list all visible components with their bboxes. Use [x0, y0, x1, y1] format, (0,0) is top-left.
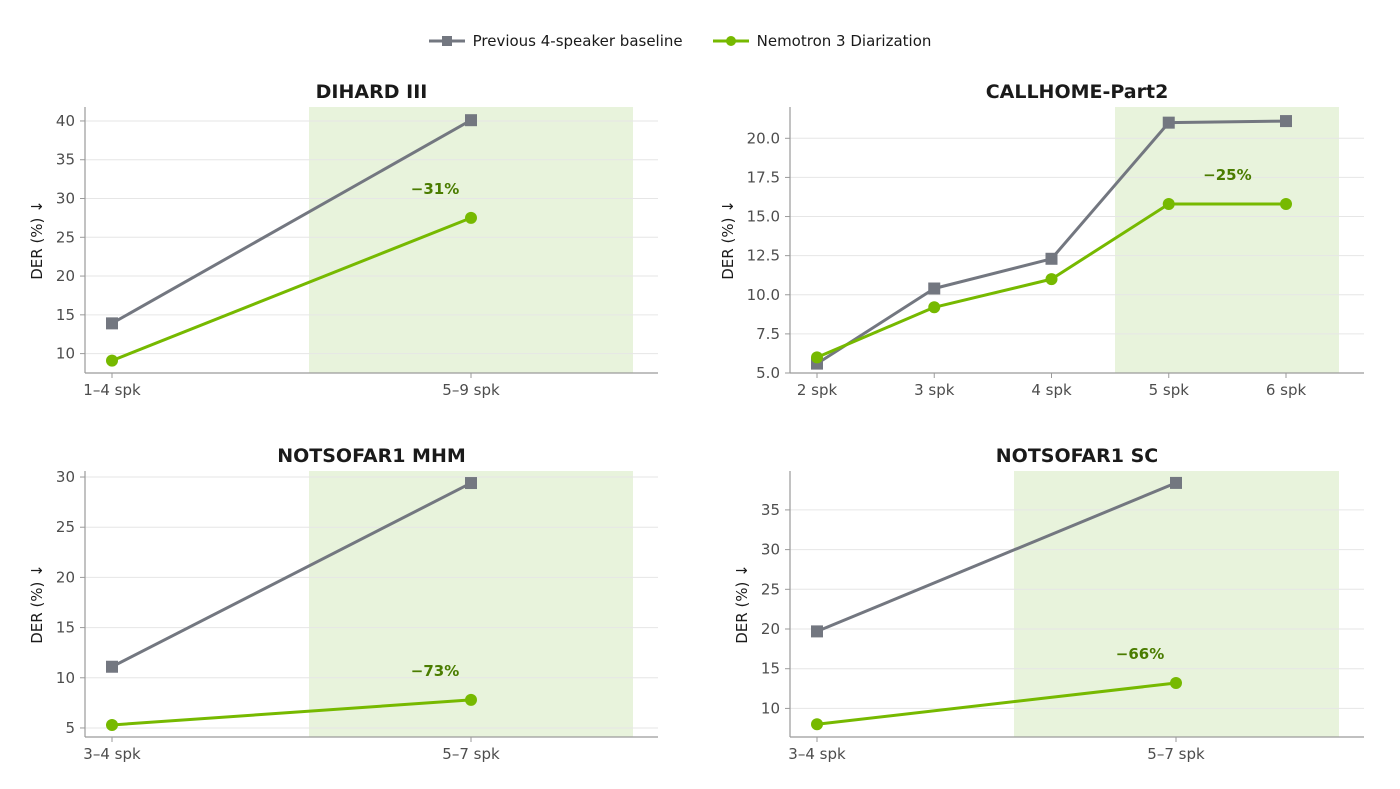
legend-label-baseline: Previous 4-speaker baseline: [472, 32, 683, 50]
chart-title: NOTSOFAR1 SC: [996, 445, 1158, 467]
x-tick-label: 5–7 spk: [442, 745, 500, 763]
nemotron-point: [1170, 677, 1182, 690]
nemotron-point: [465, 693, 477, 706]
chart-notsofar1-mhm: 5 10 15 20 25 30 3–4 spk 5–7 spk NOTSOFAR1 MHM DE…: [28, 445, 658, 763]
x-tick-label: 5 spk: [1149, 381, 1190, 399]
y-tick-label: 20: [56, 267, 75, 285]
baseline-series-line: [816, 481, 1177, 633]
y-axis-label: DER (%) ↓: [28, 564, 46, 644]
y-tick-label: 10: [761, 699, 780, 717]
y-tick-label: 15: [56, 619, 75, 637]
y-tick-label: 30: [761, 541, 780, 559]
baseline-point: [465, 114, 477, 127]
chart-callhome-part2: 5.0 7.5 10.0 12.5 15.0 17.5 20.0 2 spk 3 spk 4 sp…: [719, 81, 1364, 399]
chart-notsofar1-sc: 10 15 20 25 30 35 3–4 spk 5–7 spk NOTSOFAR1 SC DE…: [733, 445, 1364, 763]
improvement-annotation: −73%: [411, 662, 459, 680]
legend-item-nemotron: Nemotron 3 Diarization: [712, 32, 932, 50]
y-tick-label: 25: [56, 228, 75, 246]
panel-dihard-iii: 10 15 20 25 30 35 40 1–4 spk 5–9 spk DIHARD III DE…: [0, 78, 680, 413]
chart-title: DIHARD III: [316, 81, 428, 103]
legend-nemotron-marker-icon: [712, 36, 749, 46]
nemotron-point: [928, 301, 941, 314]
nemotron-point: [811, 351, 823, 364]
y-tick-label: 15: [56, 306, 75, 324]
nemotron-point: [1162, 198, 1175, 211]
x-tick-label: 1–4 spk: [83, 381, 141, 399]
baseline-point: [465, 477, 477, 490]
baseline-point: [928, 282, 941, 295]
y-tick-label: 25: [761, 580, 780, 598]
nemotron-point: [1280, 198, 1292, 211]
baseline-point: [811, 625, 823, 638]
x-tick-label: 2 spk: [797, 381, 838, 399]
nemotron-point: [106, 354, 118, 367]
x-tick-label: 3–4 spk: [788, 745, 846, 763]
y-tick-label: 17.5: [747, 168, 780, 186]
baseline-point: [106, 660, 118, 673]
y-tick-label: 12.5: [747, 247, 780, 265]
x-tick-label: 5–9 spk: [442, 381, 500, 399]
y-tick-label: 30: [56, 468, 75, 486]
y-tick-label: 30: [56, 190, 75, 208]
y-tick-label: 20: [761, 620, 780, 638]
y-axis-label: DER (%) ↓: [733, 564, 751, 644]
highlight-region: [1115, 107, 1339, 373]
highlight-region: [309, 107, 633, 373]
y-tick-label: 20: [56, 568, 75, 586]
nemotron-series-line: [111, 216, 472, 362]
nemotron-series-line: [111, 698, 472, 727]
legend-item-baseline: Previous 4-speaker baseline: [428, 32, 683, 50]
improvement-annotation: −25%: [1203, 166, 1251, 184]
improvement-annotation: −31%: [411, 180, 459, 198]
highlight-region: [1014, 471, 1339, 737]
baseline-point: [1170, 476, 1182, 489]
y-axis-label: DER (%) ↓: [719, 200, 737, 280]
y-tick-label: 5.0: [756, 364, 780, 382]
legend-label-nemotron: Nemotron 3 Diarization: [756, 32, 932, 50]
nemotron-point: [106, 718, 118, 731]
nemotron-series-line: [816, 681, 1177, 726]
baseline-point: [1162, 116, 1175, 129]
y-tick-label: 10: [56, 345, 75, 363]
x-tick-label: 4 spk: [1031, 381, 1072, 399]
x-tick-label: 6 spk: [1266, 381, 1307, 399]
y-tick-label: 7.5: [756, 325, 780, 343]
y-tick-label: 35: [56, 151, 75, 169]
y-tick-label: 40: [56, 112, 75, 130]
panel-callhome-part2: 5.0 7.5 10.0 12.5 15.0 17.5 20.0 2 spk 3 spk 4 sp…: [700, 78, 1380, 413]
improvement-annotation: −66%: [1116, 645, 1164, 663]
y-tick-label: 20.0: [747, 129, 780, 147]
chart-legend: Previous 4-speaker baseline Nemotron 3 D…: [0, 28, 1360, 54]
chart-title: NOTSOFAR1 MHM: [277, 445, 466, 467]
nemotron-point: [1045, 273, 1058, 286]
x-tick-label: 3 spk: [914, 381, 955, 399]
y-tick-label: 35: [761, 501, 780, 519]
nemotron-point: [811, 718, 823, 731]
x-tick-label: 5–7 spk: [1147, 745, 1205, 763]
y-tick-label: 10: [56, 669, 75, 687]
nemotron-point: [465, 211, 477, 224]
baseline-point: [1045, 252, 1058, 265]
y-tick-label: 15.0: [747, 208, 780, 226]
panel-notsofar1-sc: 10 15 20 25 30 35 3–4 spk 5–7 spk NOTSOFAR1 SC DE…: [700, 442, 1380, 777]
chart-dihard-iii: 10 15 20 25 30 35 40 1–4 spk 5–9 spk DIHARD III DE…: [28, 81, 658, 399]
y-tick-label: 10.0: [747, 286, 780, 304]
baseline-series-line: [111, 481, 472, 669]
y-tick-label: 5: [65, 719, 75, 737]
panel-notsofar1-mhm: 5 10 15 20 25 30 3–4 spk 5–7 spk NOTSOFAR1 MHM DE…: [0, 442, 680, 777]
highlight-region: [309, 471, 633, 737]
chart-title: CALLHOME-Part2: [986, 81, 1169, 103]
legend-baseline-marker-icon: [428, 36, 465, 46]
baseline-point: [1280, 115, 1292, 128]
baseline-series-line: [111, 118, 472, 325]
y-tick-label: 25: [56, 518, 75, 536]
y-tick-label: 15: [761, 660, 780, 678]
baseline-point: [106, 317, 118, 330]
y-axis-label: DER (%) ↓: [28, 200, 46, 280]
x-tick-label: 3–4 spk: [83, 745, 141, 763]
